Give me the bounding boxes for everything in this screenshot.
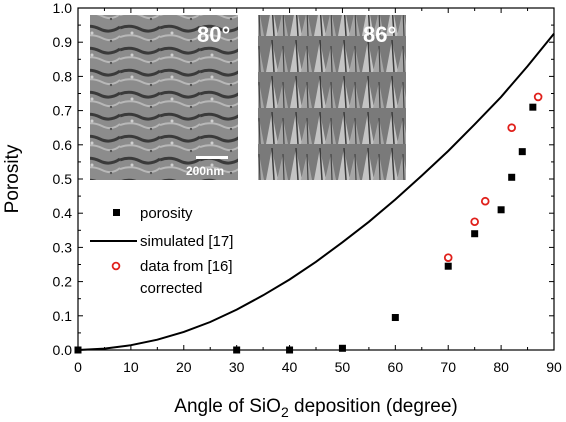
x-axis-title-main: Angle of SiO [174,396,281,417]
porosity-point [508,173,516,181]
inset-80-label: 80° [197,22,230,47]
x-axis-title: Angle of SiO2 deposition (degree) [174,396,457,420]
y-tick-label: 0.3 [53,239,73,255]
x-tick-label: 60 [388,359,404,375]
inset-86-image [258,15,406,180]
legend-marker-data16 [111,261,121,271]
data16-point [507,123,516,132]
legend-label-data16: data from [16] [140,258,233,275]
simulated-curve [77,32,555,351]
x-tick-label: 50 [335,359,351,375]
x-tick-label: 10 [123,359,139,375]
x-tick-label: 80 [493,359,509,375]
legend-label-simulated: simulated [17] [140,233,233,250]
y-tick-label: 0.0 [53,342,73,358]
x-tick-label: 30 [229,359,245,375]
x-tick-label: 0 [74,359,82,375]
porosity-point [233,346,241,354]
y-tick-label: 1.0 [53,0,73,16]
legend-label-porosity: porosity [140,205,193,222]
x-tick-label: 70 [440,359,456,375]
y-tick-label: 0.2 [53,274,73,290]
y-axis-title: Porosity [2,144,23,213]
scale-bar-label: 200nm [186,164,224,178]
data16-point [470,217,479,227]
data-marks [74,32,555,354]
y-tick-label: 0.1 [53,308,73,324]
x-axis-title-rest: deposition (degree) [289,396,458,417]
porosity-point [444,262,452,270]
y-tick-label: 0.4 [53,205,73,221]
y-tick-label: 0.6 [53,137,73,153]
x-tick-label: 20 [176,359,192,375]
porosity-point [391,314,399,322]
data16-point [533,92,543,102]
data16-point [480,196,490,206]
legend-marker-porosity [113,209,120,216]
x-axis-title-subscript: 2 [281,404,289,420]
tick-labels: 0 10 20 30 40 50 60 70 80 90 0.0 0.1 0.2 0.3 0.4 0.5 0.6… [53,0,562,375]
inset-86-degree: 86° [258,15,406,180]
legend: porosity simulated [17] data from [16] c… [90,205,233,297]
y-tick-label: 0.7 [53,103,73,119]
porosity-point [497,206,505,214]
porosity-point [286,346,294,354]
y-tick-label: 0.9 [53,34,73,50]
data16-point [443,253,453,262]
y-tick-label: 0.5 [53,171,73,187]
x-tick-label: 40 [282,359,298,375]
inset-86-label: 86° [363,22,396,47]
porosity-point [529,103,537,111]
scale-bar [196,156,228,159]
porosity-point [471,230,479,238]
x-tick-label: 90 [546,359,562,375]
porosity-point [338,344,346,352]
y-tick-label: 0.8 [53,68,73,84]
inset-80-degree: 80° 200nm [90,15,238,180]
inset-80-image [90,15,238,180]
legend-label-data16-line2: corrected [140,280,203,297]
axis-ticks [77,7,555,351]
porosity-point [518,148,526,156]
